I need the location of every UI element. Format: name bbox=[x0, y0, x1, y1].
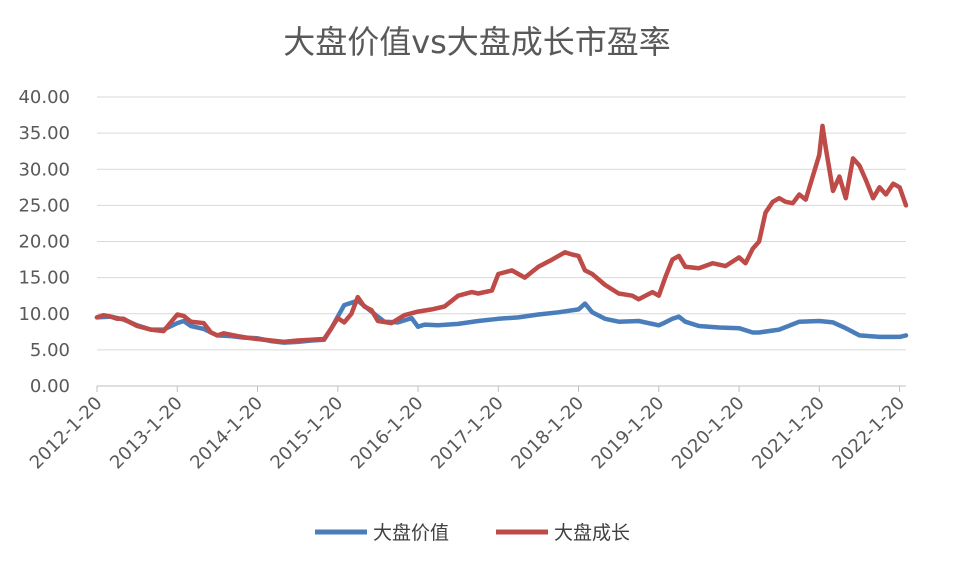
y-tick-label: 40.00 bbox=[18, 87, 70, 108]
series-line-large-growth bbox=[94, 123, 909, 345]
y-tick-label: 35.00 bbox=[18, 123, 70, 144]
gridlines bbox=[97, 96, 906, 351]
y-tick-label: 30.00 bbox=[18, 159, 70, 180]
chart-title: 大盘价值vs大盘成长市盈率 bbox=[283, 23, 671, 61]
legend-label: 大盘价值 bbox=[373, 522, 449, 544]
series-lines bbox=[94, 123, 909, 345]
legend: 大盘价值 大盘成长 bbox=[315, 522, 630, 544]
legend-label: 大盘成长 bbox=[554, 522, 630, 544]
y-tick-label: 5.00 bbox=[30, 340, 70, 361]
x-axis bbox=[96, 385, 906, 392]
y-tick-label: 10.00 bbox=[18, 304, 70, 325]
y-tick-label: 20.00 bbox=[18, 232, 70, 253]
y-tick-label: 15.00 bbox=[18, 268, 70, 289]
y-tick-label: 25.00 bbox=[18, 195, 70, 216]
y-tick-label: 0.00 bbox=[30, 376, 70, 397]
y-axis-ticks: 0.00 5.00 10.00 15.00 20.00 25.00 30.00 35.00 40… bbox=[18, 87, 70, 397]
